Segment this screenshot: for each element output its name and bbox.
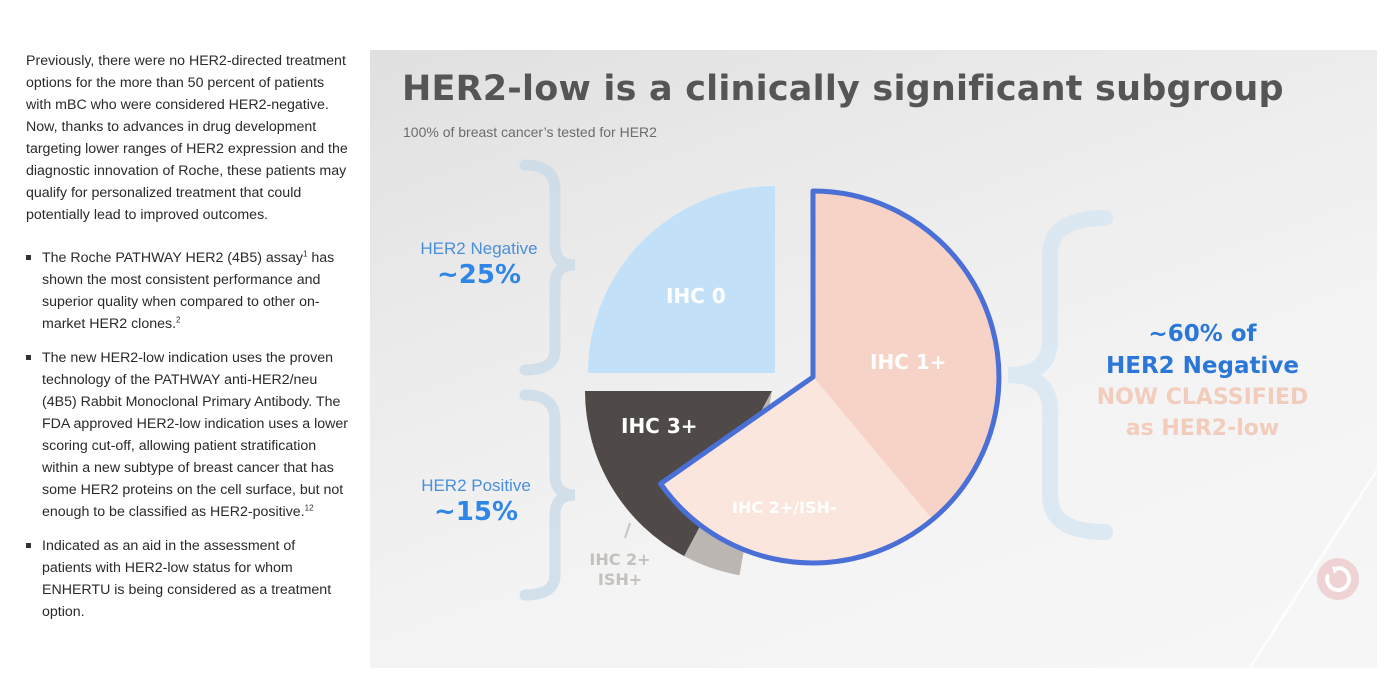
brace-her2-positive	[519, 389, 576, 601]
slice-label-ihc1: IHC 1+	[870, 350, 947, 374]
bullet-list: The Roche PATHWAY HER2 (4B5) assay1 has …	[26, 247, 348, 623]
her2-low-callout: ~60% of HER2 Negative NOW CLASSIFIED as …	[1075, 318, 1330, 444]
footnote-ref: 1	[302, 249, 308, 259]
slice-label-ihc2-ish-pos: IHC 2+ ISH+	[589, 550, 651, 590]
her2-infographic: HER2-low is a clinically significant sub…	[370, 50, 1377, 668]
slice-label-ihc3: IHC 3+	[621, 414, 698, 438]
list-item: The Roche PATHWAY HER2 (4B5) assay1 has …	[26, 247, 348, 335]
ihc2-ish-pos-line1: IHC 2+	[589, 550, 651, 569]
list-item: The new HER2-low indication uses the pro…	[26, 347, 348, 523]
graphic-title: HER2-low is a clinically significant sub…	[402, 69, 1284, 109]
list-item: Indicated as an aid in the assessment of…	[26, 535, 348, 623]
bullet-marker	[26, 355, 31, 360]
pie-chart	[585, 186, 1002, 576]
her2-positive-label: HER2 Positive ~15%	[415, 476, 537, 527]
intro-paragraph: Previously, there were no HER2-directed …	[26, 53, 348, 223]
infographic-canvas	[519, 159, 1377, 668]
her2-positive-text: HER2 Positive	[421, 476, 531, 495]
her2-positive-value: ~15%	[433, 497, 519, 527]
decorative-light-line	[1248, 469, 1377, 668]
callout-line-2: HER2 Negative	[1106, 353, 1299, 379]
article-text: Previously, there were no HER2-directed …	[26, 50, 348, 635]
footnote-ref: 12	[304, 503, 314, 513]
bullet-marker	[26, 543, 31, 548]
refresh-icon[interactable]	[1316, 557, 1360, 601]
refresh-icon-graphic	[1317, 558, 1359, 600]
bullet-text-continued: has shown the most consistent performanc…	[42, 250, 335, 332]
pie-slice-ihc2-ish-neg	[659, 377, 934, 565]
pie-slice-ihc0	[588, 186, 775, 373]
ihc2-ish-pointer	[624, 522, 631, 539]
her2-low-outline	[658, 188, 1002, 566]
pie-slice-ihc1	[813, 189, 1001, 521]
bullet-text: The new HER2-low indication uses the pro…	[42, 350, 348, 520]
slice-label-ihc2-ish-neg: IHC 2+/ISH-	[732, 498, 837, 517]
slice-label-ihc0: IHC 0	[666, 284, 726, 308]
callout-line-3: NOW CLASSIFIED	[1096, 385, 1309, 410]
graphic-subtitle: 100% of breast cancer’s tested for HER2	[403, 124, 657, 140]
bullet-text: Indicated as an aid in the assessment of…	[42, 538, 332, 620]
brace-her2-negative	[519, 159, 576, 376]
callout-line-4: as HER2-low	[1125, 416, 1280, 441]
bullet-marker	[26, 255, 31, 260]
footnote-ref: 2	[176, 315, 181, 325]
her2-negative-value: ~25%	[436, 260, 522, 290]
callout-line-1: ~60% of	[1148, 321, 1257, 347]
her2-negative-label: HER2 Negative ~25%	[418, 239, 540, 290]
bullet-text: The Roche PATHWAY HER2 (4B5) assay	[42, 250, 303, 266]
her2-negative-text: HER2 Negative	[420, 239, 538, 258]
ihc2-ish-pos-line2: ISH+	[597, 570, 643, 589]
brace-her2-low	[1007, 210, 1113, 540]
